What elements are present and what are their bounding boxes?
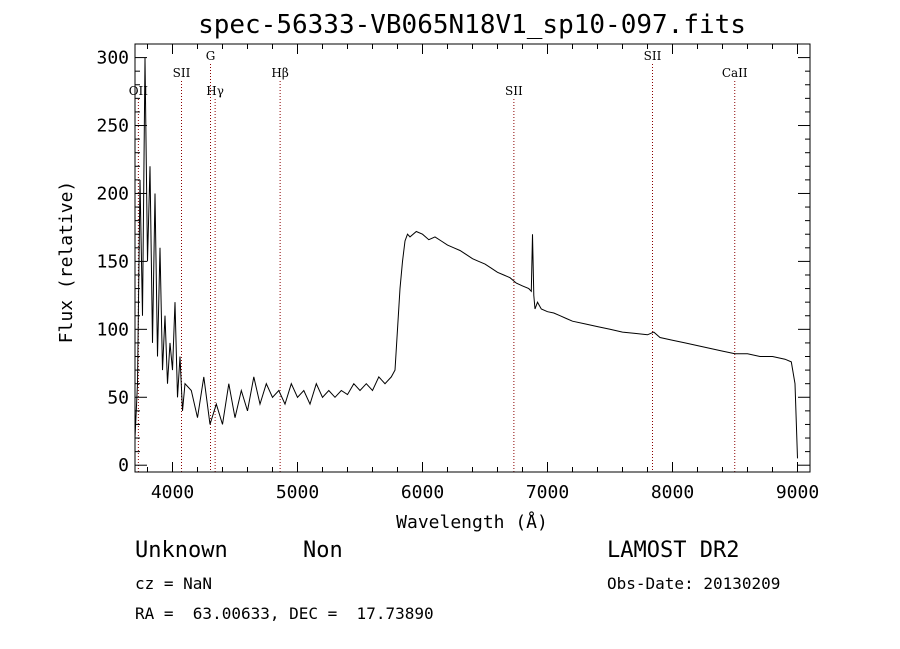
x-tick-label: 8000 — [651, 482, 694, 503]
object-subclass: Non — [303, 538, 343, 563]
survey-name: LAMOST DR2 — [607, 538, 740, 563]
spectral-line-label: Hβ — [271, 66, 288, 80]
spectral-line-label: SII — [644, 49, 662, 63]
spectral-line-markers: OII SII G Hγ Hβ SII SII CaII — [129, 49, 748, 472]
spectral-line-label: SII — [173, 66, 191, 80]
x-axis-label: Wavelength (Å) — [396, 511, 548, 533]
spectral-line-label: SII — [505, 84, 523, 98]
object-class: Unknown — [135, 538, 228, 563]
spectral-line-label: G — [206, 49, 216, 63]
observation-date: Obs-Date: 20130209 — [607, 574, 781, 593]
y-axis-label: Flux (relative) — [56, 181, 77, 344]
y-tick-label: 200 — [96, 183, 129, 204]
spectral-line-label: Hγ — [206, 84, 224, 98]
x-tick-label: 5000 — [276, 482, 319, 503]
plot-frame — [134, 43, 811, 473]
y-tick-label: 250 — [96, 116, 129, 137]
y-tick-label: 300 — [96, 48, 129, 69]
axis-ticks: 4000 5000 6000 7000 8000 9000 0 50 100 150 200 250 3… — [96, 44, 819, 503]
spectral-line-label: OII — [129, 84, 149, 98]
chart-title: spec-56333-VB065N18V1_sp10-097.fits — [198, 10, 746, 40]
spectrum-line — [134, 57, 798, 459]
x-tick-label: 6000 — [401, 482, 444, 503]
y-tick-label: 100 — [96, 319, 129, 340]
x-tick-label: 4000 — [151, 482, 194, 503]
spectral-line-label: CaII — [722, 66, 748, 80]
x-tick-label: 9000 — [776, 482, 819, 503]
y-tick-label: 0 — [118, 455, 129, 476]
y-tick-label: 50 — [107, 387, 129, 408]
x-tick-label: 7000 — [526, 482, 569, 503]
coordinates: RA = 63.00633, DEC = 17.73890 — [135, 604, 434, 623]
redshift-cz: cz = NaN — [135, 574, 213, 593]
y-tick-label: 150 — [96, 251, 129, 272]
